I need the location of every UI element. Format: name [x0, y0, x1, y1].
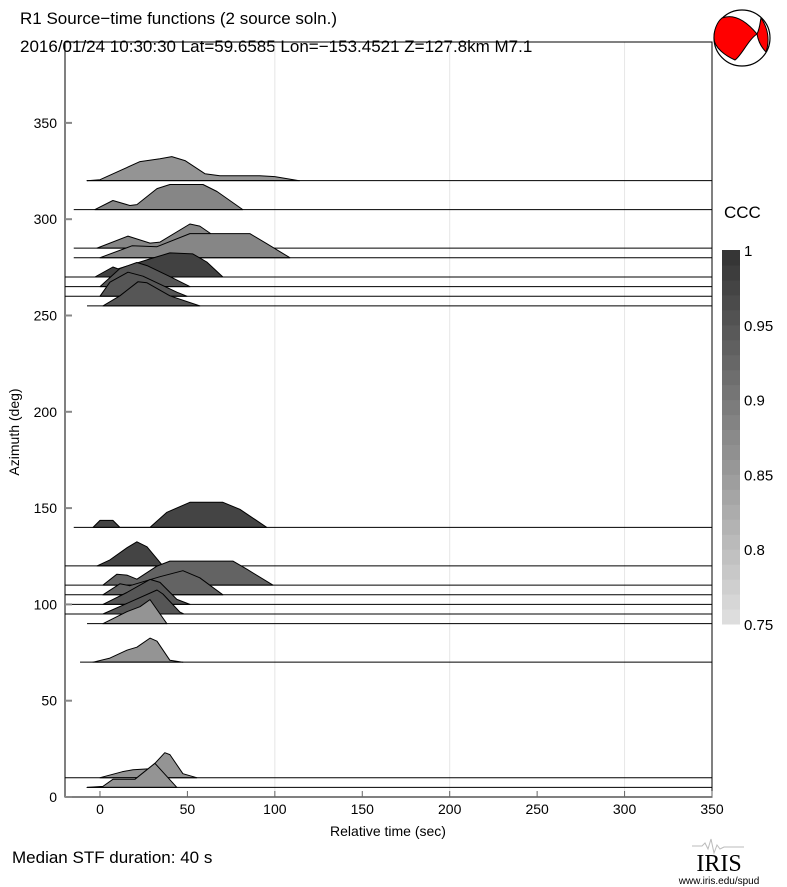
- grid-lines: [274, 42, 626, 797]
- stf-area: [92, 501, 268, 528]
- stf-area: [86, 156, 300, 182]
- colorbar-tick-label: 0.85: [744, 467, 773, 484]
- beachball-icon: [713, 9, 771, 67]
- chart-subtitle: 2016/01/24 10:30:30 Lat=59.6585 Lon=−153…: [20, 37, 532, 56]
- stf-trace: [65, 541, 712, 567]
- colorbar-band: [722, 264, 740, 281]
- colorbar-band: [722, 519, 740, 535]
- y-tick-label: 200: [34, 404, 58, 420]
- stf-trace: [86, 156, 712, 182]
- colorbar-band: [722, 369, 740, 386]
- colorbar-band: [722, 354, 740, 371]
- stf-trace: [86, 762, 712, 788]
- x-tick-label: 50: [180, 801, 196, 817]
- x-tick-label: 350: [700, 801, 724, 817]
- colorbar-band: [722, 564, 740, 580]
- x-tick-label: 200: [438, 801, 462, 817]
- x-tick-label: 150: [351, 801, 375, 817]
- colorbar-band: [722, 474, 740, 490]
- iris-logo-text: IRIS: [696, 851, 741, 877]
- x-tick-label: 100: [263, 801, 287, 817]
- colorbar-tick-label: 0.8: [744, 542, 765, 559]
- colorbar-label: CCC: [724, 203, 761, 222]
- colorbar-band: [722, 294, 740, 311]
- stf-area: [96, 541, 164, 567]
- x-axis-label: Relative time (sec): [330, 823, 446, 839]
- y-axis-label: Azimuth (deg): [6, 388, 22, 475]
- colorbar-tick-label: 0.75: [744, 617, 773, 634]
- colorbar-tick-label: 0.9: [744, 393, 765, 410]
- colorbar-band: [722, 504, 740, 520]
- stf-area: [92, 637, 184, 663]
- y-tick-label: 50: [41, 693, 57, 709]
- y-tick-label: 300: [34, 211, 58, 227]
- colorbar-band: [722, 459, 740, 475]
- colorbar-band: [722, 414, 740, 431]
- chart-title: R1 Source−time functions (2 source soln.…: [20, 9, 337, 28]
- x-tick-label: 250: [525, 801, 549, 817]
- x-axis: 0 50 100 150 200 250 300 350: [96, 791, 724, 817]
- stf-trace: [73, 501, 712, 528]
- iris-url: www.iris.edu/spud: [678, 876, 760, 887]
- colorbar-band: [722, 384, 740, 401]
- colorbar-band: [722, 534, 740, 550]
- colorbar-band: [722, 594, 740, 610]
- colorbar-band: [722, 309, 740, 326]
- colorbar-band: [722, 399, 740, 416]
- y-tick-label: 100: [34, 596, 58, 612]
- colorbar-band: [722, 279, 740, 296]
- x-tick-label: 0: [96, 801, 104, 817]
- plot-frame: [64, 41, 713, 798]
- colorbar-band: [722, 489, 740, 505]
- colorbar-tick-label: 0.95: [744, 318, 773, 335]
- stf-trace: [65, 589, 712, 615]
- colorbar-band: [722, 324, 740, 341]
- stf-trace: [87, 599, 712, 625]
- x-tick-label: 300: [613, 801, 637, 817]
- colorbar-band: [722, 429, 740, 445]
- colorbar-band: [722, 549, 740, 565]
- stf-trace: [80, 637, 712, 663]
- colorbar-band: [722, 444, 740, 460]
- y-tick-label: 350: [34, 115, 58, 131]
- stf-area: [94, 184, 244, 211]
- y-tick-label: 0: [49, 789, 57, 805]
- colorbar-tick-label: 1: [744, 243, 752, 260]
- colorbar-band: [722, 609, 740, 625]
- stf-trace: [87, 281, 712, 307]
- stf-trace: [65, 752, 712, 779]
- colorbar-band: [722, 579, 740, 595]
- colorbar: 1 0.95 0.9 0.85 0.8 0.75: [722, 243, 773, 634]
- colorbar-band: [722, 339, 740, 356]
- traces: [65, 156, 712, 788]
- colorbar-band: [722, 250, 740, 266]
- y-tick-label: 250: [34, 307, 58, 323]
- stf-trace: [73, 184, 712, 211]
- y-tick-label: 150: [34, 500, 58, 516]
- iris-logo: IRIS www.iris.edu/spud: [678, 838, 760, 887]
- median-duration: Median STF duration: 40 s: [12, 848, 212, 867]
- y-axis: 0 50 100 150 200 250 300 350: [34, 115, 72, 805]
